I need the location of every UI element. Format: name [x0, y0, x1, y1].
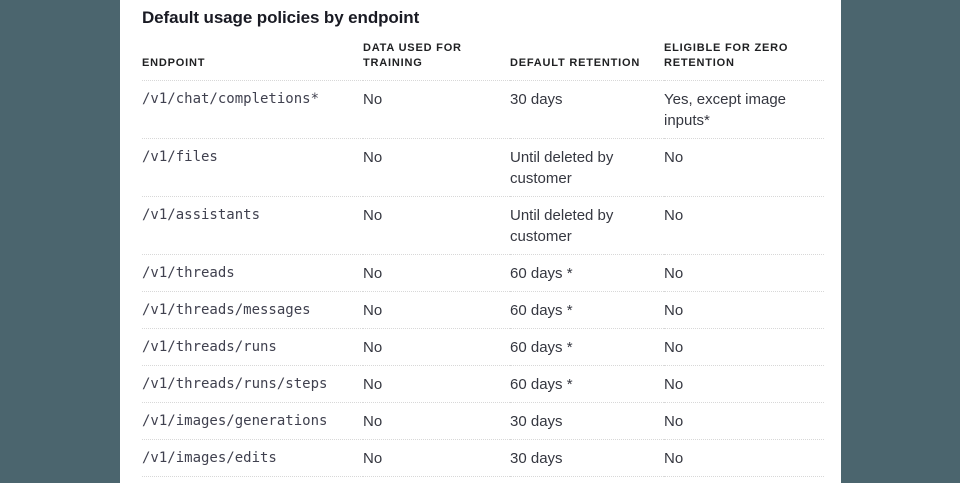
training-cell: No [363, 402, 510, 440]
training-cell: No [363, 439, 510, 477]
content-panel: Default usage policies by endpoint ENDPO… [120, 0, 841, 483]
table-row: /v1/threads/runs/steps No 60 days * No [142, 365, 824, 403]
table-row: /v1/files No Until deleted by customer N… [142, 138, 824, 197]
zero-retention-cell: No [664, 196, 824, 255]
page-title: Default usage policies by endpoint [142, 8, 420, 27]
zero-retention-cell: No [664, 291, 824, 329]
endpoint-cell: /v1/files [142, 138, 363, 197]
endpoint-cell: /v1/assistants [142, 196, 363, 255]
training-cell: No [363, 291, 510, 329]
retention-cell: Until deleted by customer [510, 138, 664, 197]
table-row: /v1/assistants No Until deleted by custo… [142, 196, 824, 255]
table-row: /v1/images/edits No 30 days No [142, 439, 824, 477]
zero-retention-cell: No [664, 254, 824, 292]
endpoint-cell: /v1/images/edits [142, 439, 363, 477]
usage-policies-table: ENDPOINT DATA USED FOR TRAINING DEFAULT … [142, 29, 824, 477]
column-header: DEFAULT RETENTION [510, 29, 664, 81]
training-cell: No [363, 328, 510, 366]
zero-retention-cell: No [664, 439, 824, 477]
endpoint-cell: /v1/threads [142, 254, 363, 292]
table-row: /v1/chat/completions* No 30 days Yes, ex… [142, 80, 824, 139]
zero-retention-cell: No [664, 138, 824, 197]
endpoint-cell: /v1/images/generations [142, 402, 363, 440]
endpoint-cell: /v1/threads/messages [142, 291, 363, 329]
column-header: ENDPOINT [142, 29, 363, 81]
endpoint-cell: /v1/threads/runs [142, 328, 363, 366]
training-cell: No [363, 138, 510, 197]
endpoint-cell: /v1/chat/completions* [142, 80, 363, 139]
retention-cell: 60 days * [510, 328, 664, 366]
retention-cell: 30 days [510, 402, 664, 440]
zero-retention-cell: No [664, 328, 824, 366]
table-row: /v1/threads/runs No 60 days * No [142, 328, 824, 366]
training-cell: No [363, 80, 510, 139]
zero-retention-cell: Yes, except image inputs* [664, 80, 824, 139]
retention-cell: 60 days * [510, 291, 664, 329]
training-cell: No [363, 196, 510, 255]
retention-cell: 30 days [510, 439, 664, 477]
retention-cell: 60 days * [510, 254, 664, 292]
training-cell: No [363, 254, 510, 292]
zero-retention-cell: No [664, 402, 824, 440]
training-cell: No [363, 365, 510, 403]
retention-cell: Until deleted by customer [510, 196, 664, 255]
table-row: /v1/threads/messages No 60 days * No [142, 291, 824, 329]
endpoint-cell: /v1/threads/runs/steps [142, 365, 363, 403]
retention-cell: 60 days * [510, 365, 664, 403]
column-header: ELIGIBLE FOR ZERO RETENTION [664, 29, 824, 81]
column-header: DATA USED FOR TRAINING [363, 29, 510, 81]
table-row: /v1/images/generations No 30 days No [142, 402, 824, 440]
table-row: /v1/threads No 60 days * No [142, 254, 824, 292]
retention-cell: 30 days [510, 80, 664, 139]
table-header-row: ENDPOINT DATA USED FOR TRAINING DEFAULT … [142, 29, 824, 81]
zero-retention-cell: No [664, 365, 824, 403]
